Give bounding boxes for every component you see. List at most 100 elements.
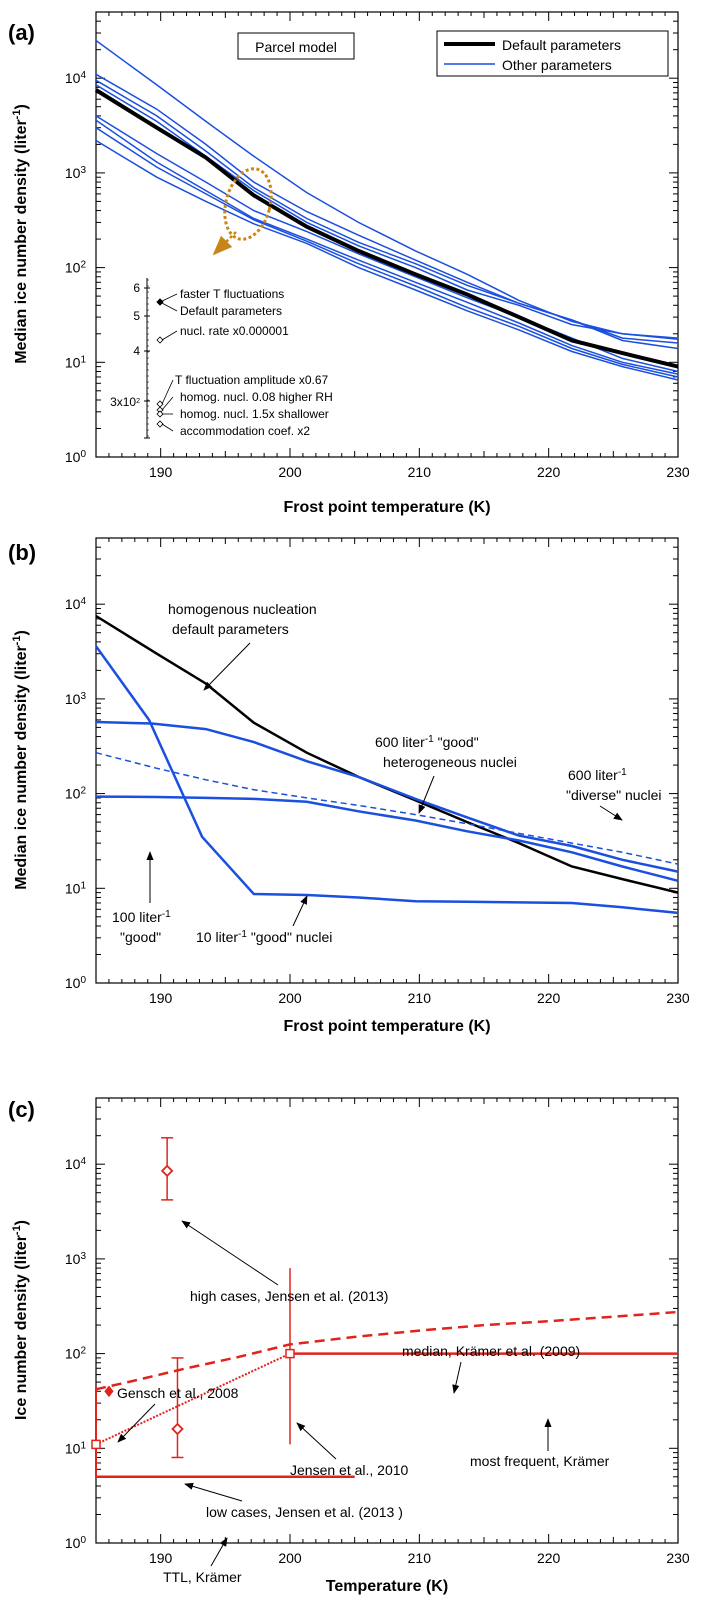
annot-600diverse-2: "diverse" nuclei xyxy=(566,787,662,803)
inset-label-4: T fluctuation amplitude x0.67 xyxy=(175,373,329,387)
panel-a: (a) 190 200 210 220 230 100 101 102 103 104 Fros… xyxy=(8,11,690,516)
inset-leader-1 xyxy=(159,293,178,303)
inset-tick-3: 3x102 xyxy=(110,395,140,409)
panel-label-c: (c) xyxy=(8,1097,35,1122)
annot-100good-1: 100 liter-1 xyxy=(112,909,171,926)
panel-b: (b) 190 200 210 220 230 100 101 102 103 104 Fros… xyxy=(8,537,690,1035)
highlight-arrow xyxy=(212,231,237,256)
annot-600good-1: 600 liter-1 "good" xyxy=(375,734,479,751)
x-tick-label: 190 xyxy=(149,1550,173,1566)
series-line-other xyxy=(95,79,679,350)
x-tick-label: 200 xyxy=(278,464,302,480)
high-cases-point xyxy=(160,1164,174,1178)
inset-label-1: faster T fluctuations xyxy=(180,287,284,301)
y-tick-labels-a: 100 101 102 103 104 xyxy=(65,70,87,465)
y-tick-label: 103 xyxy=(65,1250,87,1267)
x-tick-label: 230 xyxy=(666,1550,690,1566)
inset-label-5: homog. nucl. 0.08 higher RH xyxy=(180,390,333,404)
x-tick-label: 200 xyxy=(278,990,302,1006)
axis-ticks-b xyxy=(95,537,679,984)
annot-low-cases: low cases, Jensen et al. (2013 ) xyxy=(206,1504,403,1520)
y-tick-label: 102 xyxy=(65,259,87,276)
x-tick-label: 190 xyxy=(149,464,173,480)
x-tick-labels-a: 190 200 210 220 230 xyxy=(149,464,690,480)
arrow-gensch xyxy=(117,1403,156,1443)
legend-label-default: Default parameters xyxy=(502,37,621,53)
inset-label-3: nucl. rate x0.000001 xyxy=(180,324,289,338)
y-tick-label: 100 xyxy=(65,1535,87,1552)
series-line-other xyxy=(95,73,679,344)
annot-10good: 10 liter-1 "good" nuclei xyxy=(196,929,332,946)
axis-ticks-a xyxy=(95,11,679,458)
inset-ticks xyxy=(144,279,150,439)
inset-leader-5 xyxy=(161,396,174,411)
x-tick-label: 190 xyxy=(149,990,173,1006)
y-tick-label: 104 xyxy=(65,1156,87,1173)
arrow-600good xyxy=(418,775,435,814)
arrow-high-cases xyxy=(181,1220,279,1286)
y-tick-label: 102 xyxy=(65,785,87,802)
panel-label-a: (a) xyxy=(8,20,35,45)
inset-point xyxy=(156,336,164,344)
inset-leader-7 xyxy=(161,423,174,432)
y-tick-labels-c: 100 101 102 103 104 xyxy=(65,1156,87,1551)
annot-median: median, Krämer et al. (2009) xyxy=(402,1343,580,1359)
y-axis-title-a: Median ice number density (liter-1) xyxy=(11,104,30,364)
inset-leader-2 xyxy=(159,301,178,312)
legend-label-other: Other parameters xyxy=(502,57,612,73)
inset-sensitivity: 6 5 4 3x102 faster T fluctuations Defaul… xyxy=(110,278,333,439)
y-tick-label: 100 xyxy=(65,449,87,466)
jensen-2010-point xyxy=(91,1439,101,1450)
arrow-10good xyxy=(292,895,308,927)
arrow-jensen2010 xyxy=(296,1422,337,1460)
y-tick-label: 104 xyxy=(65,70,87,87)
legend-a: Default parameters Other parameters xyxy=(436,30,669,77)
inset-tick-4: 4 xyxy=(133,344,140,358)
series-line-other xyxy=(95,127,679,378)
y-tick-label: 103 xyxy=(65,690,87,707)
x-tick-label: 210 xyxy=(408,1550,432,1566)
y-tick-label: 101 xyxy=(65,880,87,897)
y-tick-label: 101 xyxy=(65,1440,87,1457)
annot-high-cases: high cases, Jensen et al. (2013) xyxy=(190,1288,388,1304)
annot-homog-1: homogenous nucleation xyxy=(168,601,317,617)
series-line-b-2 xyxy=(95,751,679,865)
legend-box xyxy=(436,30,669,77)
x-axis-title-b: Frost point temperature (K) xyxy=(283,1018,490,1035)
plot-frame-c xyxy=(95,1097,679,1544)
annot-600diverse-1: 600 liter-1 xyxy=(568,767,627,784)
gensch-point xyxy=(104,1385,114,1398)
inset-point xyxy=(156,400,164,408)
series-line-b-1 xyxy=(95,720,679,873)
y-axis-title-b: Median ice number density (liter-1) xyxy=(11,630,30,890)
series-line-default xyxy=(94,88,679,369)
inset-label-2: Default parameters xyxy=(180,304,282,318)
jensen-2010-point xyxy=(285,1348,295,1359)
plot-frame-b xyxy=(95,537,679,984)
series-line-b-4 xyxy=(94,645,679,915)
inset-tick-6: 6 xyxy=(133,281,140,295)
arrow-600diverse xyxy=(599,805,623,821)
y-axis-title-c: Ice number density (liter-1) xyxy=(11,1220,30,1420)
inset-label-7: accommodation coef. x2 xyxy=(180,424,310,438)
y-tick-label: 101 xyxy=(65,354,87,371)
panel-label-b: (b) xyxy=(8,540,36,565)
inset-point xyxy=(156,420,164,428)
x-tick-label: 230 xyxy=(666,990,690,1006)
annot-gensch: Gensch et al., 2008 xyxy=(117,1385,239,1401)
y-tick-label: 100 xyxy=(65,975,87,992)
parcel-model-label: Parcel model xyxy=(255,39,337,55)
series-lines-b xyxy=(94,614,679,915)
inset-label-6: homog. nucl. 1.5x shallower xyxy=(180,407,329,421)
annot-100good-2: "good" xyxy=(120,929,161,945)
x-axis-title-a: Frost point temperature (K) xyxy=(283,499,490,516)
panel-c: (c) 190 200 210 220 230 100 101 102 103 104 Temp… xyxy=(8,1097,690,1595)
x-tick-labels-c: 190 200 210 220 230 xyxy=(149,1550,690,1566)
jensen-2010-line xyxy=(95,1352,291,1446)
annot-ttl: TTL, Krämer xyxy=(163,1569,242,1585)
median-kramer-line xyxy=(95,1310,679,1391)
inset-leader-3 xyxy=(161,330,178,341)
highlight-ellipse xyxy=(223,167,273,241)
arrow-homog xyxy=(203,642,251,691)
